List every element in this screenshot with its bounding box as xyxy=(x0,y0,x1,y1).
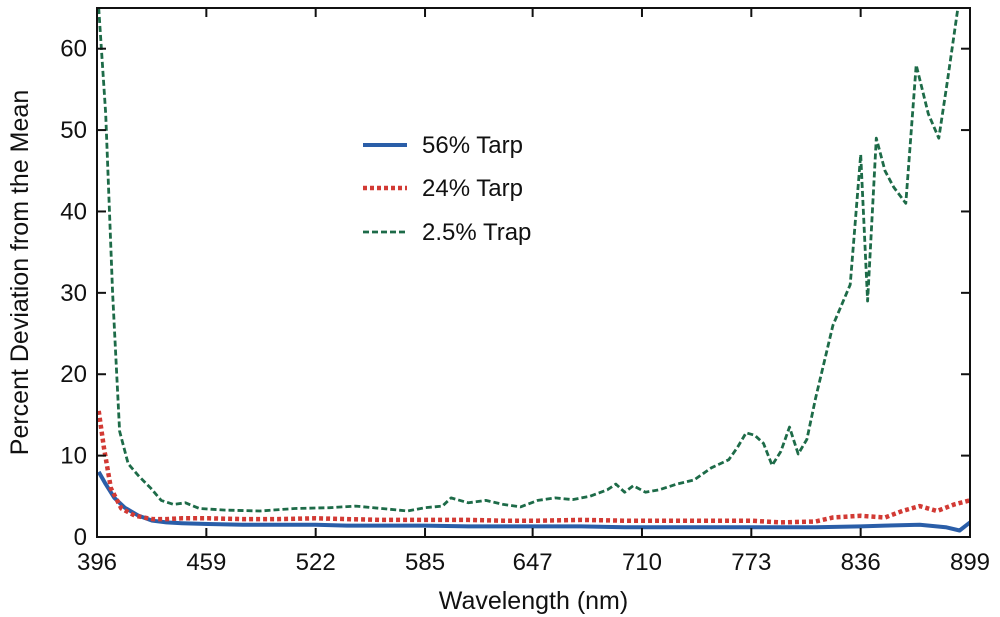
x-tick-label: 585 xyxy=(405,549,445,576)
series-layer xyxy=(97,8,970,533)
legend-label-24-tarp: 24% Tarp xyxy=(422,175,523,202)
x-tick-label: 836 xyxy=(841,549,881,576)
x-tick-label: 459 xyxy=(186,549,226,576)
legend-label-56-tarp: 56% Tarp xyxy=(422,132,523,159)
series-line-2 xyxy=(97,8,960,513)
legend: 56% Tarp 24% Tarp 2.5% Trap xyxy=(363,132,531,246)
x-axis-title: Wavelength (nm) xyxy=(439,587,628,615)
y-tick-label: 20 xyxy=(60,361,87,388)
y-axis-title: Percent Deviation from the Mean xyxy=(6,90,34,455)
x-tick-label: 522 xyxy=(296,549,336,576)
series-line-0 xyxy=(97,470,970,533)
x-tick-label: 773 xyxy=(731,549,771,576)
x-tick-label: 710 xyxy=(622,549,662,576)
ticks-layer: 396 459 522 585 647 710 773 836 899 0 10 20 30 40 50 60 xyxy=(60,8,990,576)
plot-frame xyxy=(96,7,971,538)
y-tick-label: 10 xyxy=(60,443,87,470)
x-tick-label: 396 xyxy=(77,549,117,576)
y-tick-label: 60 xyxy=(60,36,87,63)
legend-label-2-5-trap: 2.5% Trap xyxy=(422,219,531,246)
series-line-1 xyxy=(97,410,970,525)
y-tick-label: 40 xyxy=(60,198,87,225)
y-tick-label: 30 xyxy=(60,280,87,307)
y-tick-label: 0 xyxy=(74,524,87,551)
x-tick-label: 647 xyxy=(513,549,553,576)
y-tick-label: 50 xyxy=(60,117,87,144)
x-tick-label: 899 xyxy=(950,549,990,576)
